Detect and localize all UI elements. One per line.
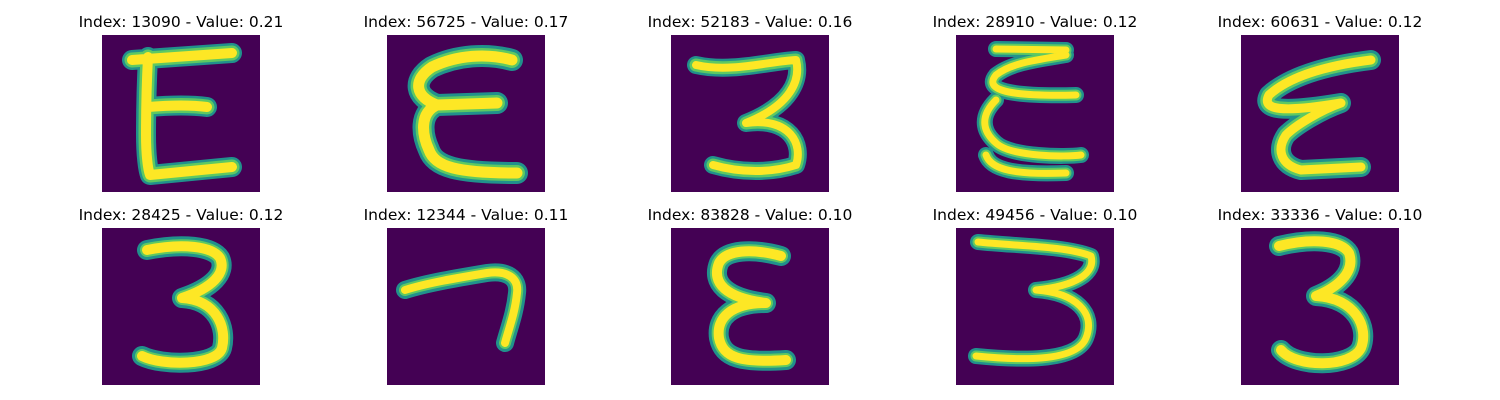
panel-title: Index: 56725 - Value: 0.17 [363,13,569,31]
panel-title: Index: 83828 - Value: 0.10 [647,206,853,224]
seven-glyph-image [387,228,545,385]
digit-image [1241,228,1399,385]
digit-image [1241,35,1399,192]
epsilon-glyph-image [671,228,829,385]
three-glyph-image [671,35,829,192]
panel-title: Index: 13090 - Value: 0.21 [78,13,284,31]
digit-image [956,228,1114,385]
digit-image [671,228,829,385]
panel-title: Index: 60631 - Value: 0.12 [1217,13,1423,31]
digit-image [387,35,545,192]
panel-title: Index: 49456 - Value: 0.10 [932,206,1138,224]
epsilon-glyph-image [956,35,1114,192]
panel-title: Index: 52183 - Value: 0.16 [647,13,853,31]
e-glyph-image [102,35,260,192]
three-glyph-image [1241,228,1399,385]
panel-title: Index: 28910 - Value: 0.12 [932,13,1138,31]
digit-image [102,228,260,385]
panel-title: Index: 12344 - Value: 0.11 [363,206,569,224]
three-glyph-image [956,228,1114,385]
panel-title: Index: 28425 - Value: 0.12 [78,206,284,224]
digit-image [102,35,260,192]
epsilon-glyph-image [387,35,545,192]
panel-title: Index: 33336 - Value: 0.10 [1217,206,1423,224]
digit-image [671,35,829,192]
three-glyph-image [102,228,260,385]
digit-image [387,228,545,385]
digit-image [956,35,1114,192]
epsilon-glyph-image [1241,35,1399,192]
